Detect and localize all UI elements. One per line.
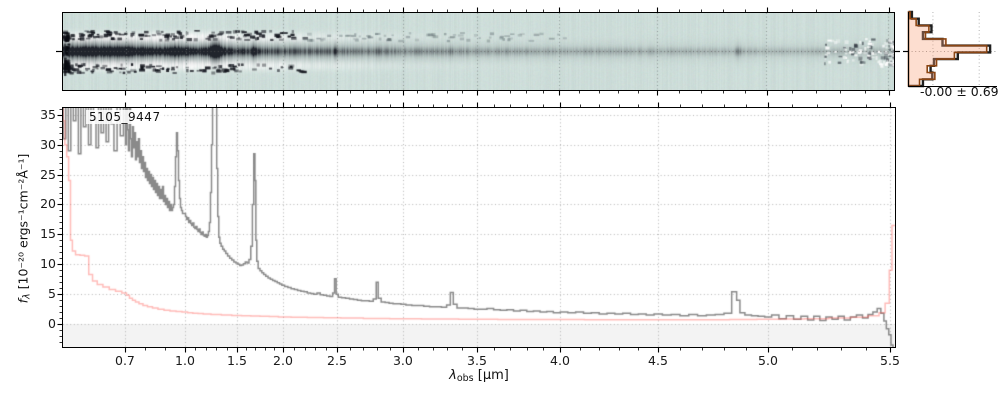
x-tick-label: 1.0 bbox=[175, 353, 195, 368]
histogram-model-steps bbox=[907, 11, 988, 87]
y-tick-label: 20 bbox=[40, 196, 56, 212]
histogram-stats-label: -0.00 ± 0.69 bbox=[920, 84, 999, 99]
y-tick-label: 35 bbox=[40, 106, 56, 122]
histogram-data-steps bbox=[908, 10, 992, 88]
y-tick-label: 15 bbox=[40, 226, 56, 242]
x-tick-label: 2.0 bbox=[273, 353, 293, 368]
y-tick-label: 30 bbox=[40, 136, 56, 152]
x-axis-label-symbol: λ bbox=[449, 368, 457, 383]
spectrum-2d-image bbox=[63, 13, 895, 91]
x-axis-label-units: [μm] bbox=[473, 368, 509, 383]
x-tick-label: 3.5 bbox=[467, 353, 487, 368]
y-tick-label: 25 bbox=[40, 166, 56, 182]
x-tick-label: 2.5 bbox=[327, 353, 347, 368]
x-tick-label: 1.5 bbox=[227, 353, 247, 368]
y-tick-label: 10 bbox=[40, 256, 56, 272]
x-tick-label: 4.5 bbox=[648, 353, 668, 368]
x-tick-label: 3.0 bbox=[392, 353, 413, 368]
x-tick-label: 5.5 bbox=[880, 353, 900, 368]
x-tick-label: 0.7 bbox=[115, 353, 135, 368]
x-tick-label: 5.0 bbox=[758, 353, 778, 368]
x-axis-label: λobs [μm] bbox=[379, 368, 579, 384]
y-tick-label: 5 bbox=[48, 286, 56, 302]
y-tick-label: 0 bbox=[48, 316, 56, 332]
object-id-label: 5105_9447 bbox=[86, 110, 164, 124]
x-axis-label-subscript: obs bbox=[456, 373, 474, 384]
x-tick-label: 4.0 bbox=[550, 353, 570, 368]
spectrum-1d-plot bbox=[63, 108, 896, 348]
